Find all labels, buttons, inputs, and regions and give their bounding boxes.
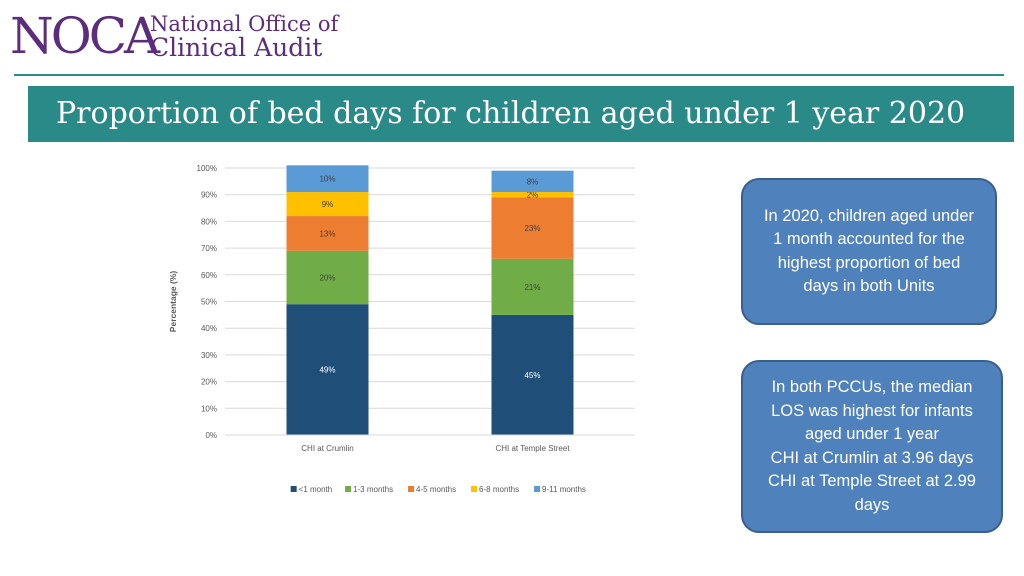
data-label: 49% — [319, 366, 335, 375]
legend-label: 6-8 months — [479, 485, 519, 494]
legend-label: 9-11 months — [542, 485, 586, 494]
header-divider — [14, 74, 1004, 76]
data-label: 23% — [524, 224, 540, 233]
callout-2-line: LOS was highest for infants — [771, 401, 973, 420]
bar-segment — [286, 192, 369, 217]
bar-segment — [286, 216, 369, 251]
callout-1-text: In 2020, children aged under 1 month acc… — [764, 205, 974, 299]
bar-segment — [491, 314, 574, 435]
callout-2-line: In both PCCUs, the median — [771, 378, 973, 396]
callout-2-line: CHI at Crumlin at 3.96 days — [770, 448, 974, 467]
bar-segment — [491, 197, 574, 259]
callout-2-line: CHI at Temple Street at 2.99 — [768, 472, 976, 490]
legend-swatch — [534, 486, 541, 492]
data-label: 21% — [524, 283, 540, 292]
noca-logo: NOCA National Office of Clinical Audit — [10, 8, 340, 64]
data-label: 45% — [524, 371, 540, 380]
data-label: 9% — [322, 200, 334, 209]
data-label: 2% — [527, 191, 539, 200]
data-label: 20% — [319, 273, 335, 282]
bar-segment — [491, 258, 574, 315]
y-tick-label: 90% — [201, 191, 217, 200]
legend-label: 1-3 months — [353, 485, 393, 494]
callout-median-los: In both PCCUs, the median LOS was highes… — [741, 360, 1003, 533]
callout-bed-days: In 2020, children aged under 1 month acc… — [741, 178, 997, 325]
logo-line-2: Clinical Audit — [150, 33, 323, 62]
legend-swatch — [471, 486, 478, 492]
data-label: 13% — [319, 229, 335, 238]
y-tick-label: 100% — [197, 164, 217, 173]
y-tick-label: 30% — [201, 351, 217, 360]
bar-segment — [286, 250, 369, 305]
stacked-bar-chart: 0% 10% 20% 30% 40% 50% 60% 70% 80% 90% 100% Percent… — [168, 164, 635, 494]
x-tick-label: CHI at Temple Street — [495, 444, 570, 453]
legend-swatch — [290, 486, 297, 492]
logo-line-1: National Office of — [150, 12, 339, 36]
data-label: 10% — [319, 175, 335, 184]
callout-1-line: 1 month accounted for the — [773, 230, 965, 248]
y-tick-label: 80% — [201, 217, 217, 226]
y-tick-label: 20% — [201, 378, 217, 387]
logo-wordmark: National Office of Clinical Audit — [150, 12, 338, 60]
y-tick-label: 50% — [201, 298, 217, 307]
callout-1-line: highest proportion of bed — [777, 253, 961, 272]
y-tick-label: 70% — [201, 244, 217, 253]
y-tick-label: 40% — [201, 324, 217, 333]
x-tick-label: CHI at Crumlin — [301, 444, 353, 453]
callout-1-line: days in both Units — [803, 277, 935, 295]
callout-2-text: In both PCCUs, the median LOS was highes… — [768, 376, 976, 517]
y-tick-label: 10% — [201, 404, 217, 413]
y-axis-label: Percentage (%) — [168, 271, 178, 333]
bar-segment — [491, 170, 574, 193]
bar-segment — [491, 192, 574, 198]
callout-2-line: days — [854, 495, 890, 514]
legend-label: <1 month — [299, 485, 333, 494]
callout-1-line: In 2020, children aged under — [763, 206, 975, 225]
y-tick-label: 0% — [205, 431, 217, 440]
bar-segment — [286, 304, 369, 435]
slide-title: Proportion of bed days for children aged… — [56, 96, 966, 131]
legend-label: 4-5 months — [416, 485, 456, 494]
data-label: 8% — [527, 177, 539, 186]
logo-mark: NOCA — [10, 7, 160, 65]
legend-swatch — [345, 486, 352, 492]
title-banner: Proportion of bed days for children aged… — [28, 86, 1014, 142]
callout-2-line: aged under 1 year — [805, 425, 939, 443]
y-tick-label: 60% — [201, 271, 217, 280]
legend-swatch — [408, 486, 415, 492]
bar-segment — [286, 165, 369, 193]
